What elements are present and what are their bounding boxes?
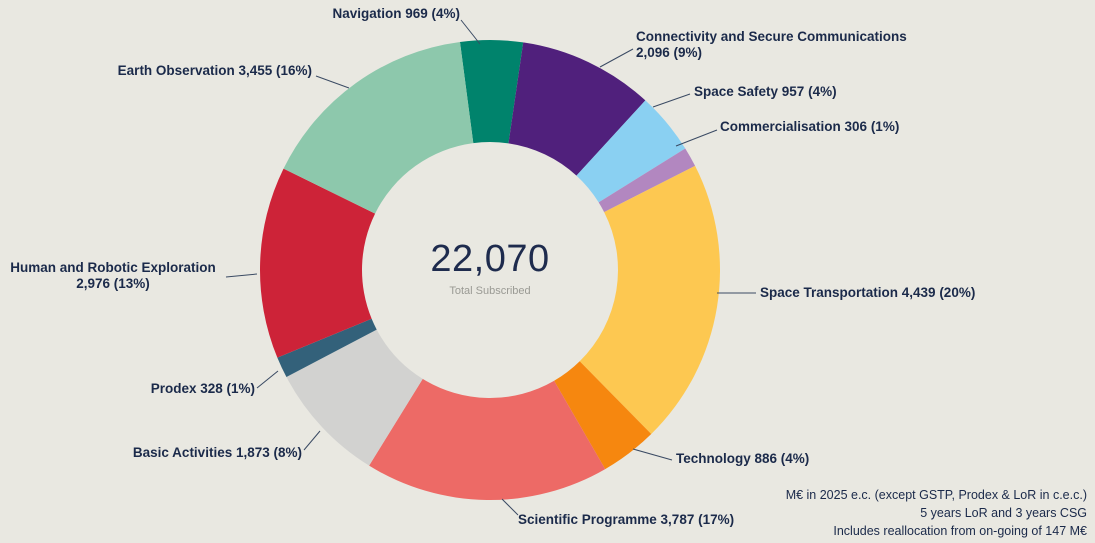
connector-connectivity	[599, 48, 634, 68]
connector-earth-observation	[315, 75, 350, 89]
connector-prodex	[256, 370, 279, 389]
segment-prodex	[277, 318, 377, 378]
callout-space-safety: Space Safety 957 (4%)	[694, 84, 837, 99]
callout-navigation: Navigation 969 (4%)	[332, 6, 460, 21]
segment-commercialisation	[598, 148, 696, 213]
connector-scientific-programme	[501, 498, 519, 516]
callout-human-robotic: Human and Robotic Exploration 2,976 (13%…	[10, 260, 216, 292]
callout-scientific-programme: Scientific Programme 3,787 (17%)	[518, 512, 735, 527]
segment-human-robotic-exploration	[260, 168, 376, 358]
callout-technology: Technology 886 (4%)	[676, 451, 810, 466]
callout-connectors	[225, 19, 756, 516]
segment-basic-activities	[286, 329, 423, 466]
footnote-line-2: 5 years LoR and 3 years CSG	[920, 505, 1087, 520]
connector-navigation	[460, 19, 481, 45]
segment-connectivity	[508, 42, 646, 176]
callout-prodex: Prodex 328 (1%)	[150, 381, 255, 396]
callout-connectivity: Connectivity and Secure Communications 2…	[636, 29, 907, 61]
callout-space-transportation: Space Transportation 4,439 (20%)	[760, 285, 976, 300]
footnote-line-3: Includes reallocation from on-going of 1…	[833, 523, 1087, 538]
footnote-line-1: M€ in 2025 e.c. (except GSTP, Prodex & L…	[785, 487, 1087, 502]
segment-technology	[554, 361, 652, 470]
connector-human-robotic	[225, 273, 258, 278]
segment-earth-observation	[283, 41, 474, 214]
segment-navigation	[459, 39, 524, 144]
segment-space-safety	[576, 100, 686, 203]
footnotes: M€ in 2025 e.c. (except GSTP, Prodex & L…	[786, 486, 1087, 540]
callout-earth-observation: Earth Observation 3,455 (16%)	[117, 63, 312, 78]
connector-commercialisation	[675, 129, 718, 147]
segment-space-transportation	[579, 165, 720, 435]
connector-basic-activities	[303, 430, 321, 451]
donut-wedges	[260, 39, 720, 501]
segment-scientific-programme	[369, 378, 606, 501]
callout-commercialisation: Commercialisation 306 (1%)	[720, 119, 900, 134]
connector-space-safety	[652, 93, 691, 108]
connector-technology	[632, 448, 673, 461]
callout-basic-activities: Basic Activities 1,873 (8%)	[132, 445, 302, 460]
